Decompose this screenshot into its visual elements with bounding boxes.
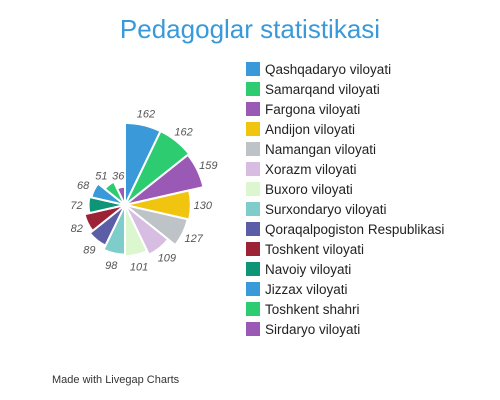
legend-swatch-6[interactable] — [246, 162, 260, 176]
legend-swatch-12[interactable] — [246, 282, 260, 296]
legend-swatch-1[interactable] — [246, 62, 260, 76]
legend-swatch-7[interactable] — [246, 182, 260, 196]
legend-swatch-8[interactable] — [246, 202, 260, 216]
legend-label-13[interactable]: Toshkent shahri — [265, 302, 360, 317]
value-label-7: 101 — [130, 262, 148, 274]
value-label-10: 82 — [71, 223, 83, 235]
wedge-3[interactable] — [124, 153, 205, 206]
value-label-13: 51 — [95, 170, 107, 182]
wedge-4[interactable] — [124, 189, 192, 221]
legend-label-6[interactable]: Xorazm viloyati — [265, 162, 357, 177]
legend-label-8[interactable]: Surxondaryo viloyati — [265, 202, 387, 217]
legend-label-3[interactable]: Fargona viloyati — [265, 102, 360, 117]
legend-swatch-2[interactable] — [246, 82, 260, 96]
legend-swatch-4[interactable] — [246, 122, 260, 136]
legend-label-1[interactable]: Qashqadaryo viloyati — [265, 62, 391, 77]
wedge-2[interactable] — [124, 129, 191, 206]
value-label-5: 127 — [185, 233, 204, 245]
value-label-2: 162 — [174, 127, 192, 139]
legend-label-12[interactable]: Jizzax viloyati — [265, 282, 348, 297]
legend-swatch-14[interactable] — [246, 322, 260, 336]
legend-swatch-5[interactable] — [246, 142, 260, 156]
legend-label-4[interactable]: Andijon viloyati — [265, 122, 355, 137]
legend-label-11[interactable]: Navoiy viloyati — [265, 262, 351, 277]
wedge-11[interactable] — [87, 195, 126, 215]
credit-text: Made with Livegap Charts — [52, 374, 180, 386]
value-label-12: 68 — [77, 180, 90, 192]
wedge-10[interactable] — [83, 204, 126, 233]
legend: Qashqadaryo viloyati Samarqand viloyati Fa… — [246, 62, 444, 337]
wedges-group — [83, 121, 205, 258]
value-label-11: 72 — [70, 200, 82, 212]
wedge-12[interactable] — [90, 182, 126, 206]
legend-swatch-9[interactable] — [246, 222, 260, 236]
wedge-9[interactable] — [88, 204, 126, 247]
wedge-5[interactable] — [124, 204, 189, 247]
legend-swatch-10[interactable] — [246, 242, 260, 256]
legend-label-2[interactable]: Samarqand viloyati — [265, 82, 380, 97]
wedge-7[interactable] — [124, 204, 149, 258]
legend-label-9[interactable]: Qoraqalpogiston Respublikasi — [265, 222, 444, 237]
value-label-4: 130 — [194, 200, 213, 212]
wedge-13[interactable] — [103, 180, 126, 206]
wedge-14[interactable] — [115, 185, 126, 206]
legend-swatch-3[interactable] — [246, 102, 260, 116]
chart-title: Pedagoglar statistikasi — [120, 14, 380, 44]
legend-label-14[interactable]: Sirdaryo viloyati — [265, 322, 360, 337]
value-label-8: 98 — [105, 260, 118, 272]
value-label-1: 162 — [137, 108, 155, 120]
value-label-9: 89 — [83, 245, 95, 257]
legend-swatch-11[interactable] — [246, 262, 260, 276]
legend-label-7[interactable]: Buxoro viloyati — [265, 182, 353, 197]
wedge-6[interactable] — [124, 204, 170, 257]
legend-swatch-13[interactable] — [246, 302, 260, 316]
legend-label-5[interactable]: Namangan viloyati — [265, 142, 376, 157]
legend-label-10[interactable]: Toshkent viloyati — [265, 242, 364, 257]
value-label-3: 159 — [199, 160, 217, 172]
value-label-6: 109 — [158, 253, 176, 265]
value-label-14: 36 — [112, 171, 125, 183]
